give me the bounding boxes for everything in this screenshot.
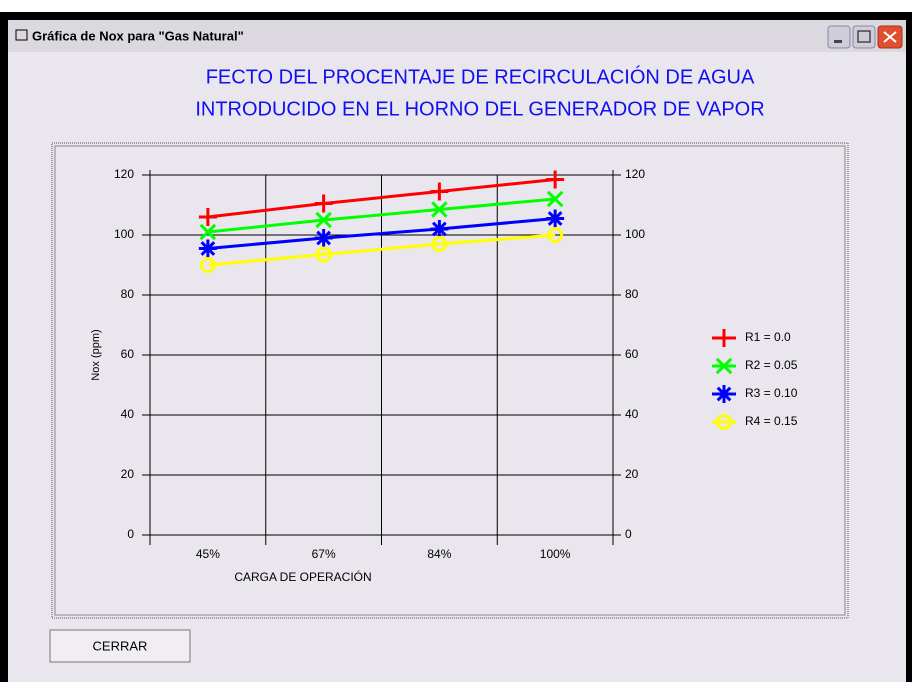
marker	[431, 236, 448, 252]
line	[207, 233, 556, 267]
chart-frame	[51, 142, 849, 619]
x-axis-label: CARGA DE OPERACIÓN	[234, 569, 371, 584]
marker	[546, 190, 564, 208]
chart-title: FECTO DEL PROCENTAJE DE RECIRCULACIÓN DE…	[206, 65, 755, 88]
line	[207, 217, 556, 250]
y-tick-label: 80	[121, 287, 135, 301]
y2-tick-label: 20	[625, 467, 639, 481]
y2-tick-label: 0	[625, 527, 632, 541]
marker	[198, 208, 217, 226]
legend-label: R4 = 0.15	[745, 414, 798, 428]
marker	[546, 170, 565, 189]
marker	[315, 246, 332, 263]
x-tick-label: 67%	[312, 547, 336, 561]
legend-marker	[716, 414, 732, 430]
y-tick-label: 120	[114, 167, 134, 181]
marker	[430, 220, 449, 238]
chart-frame-inner	[54, 145, 846, 616]
marker	[431, 201, 448, 218]
minimize-button[interactable]	[827, 25, 851, 49]
y2-tick-label: 40	[625, 407, 639, 421]
legend-label: R2 = 0.05	[745, 358, 798, 372]
marker	[199, 223, 217, 241]
x-tick-label: 45%	[196, 547, 220, 561]
y-tick-label: 40	[121, 407, 135, 421]
marker	[315, 211, 332, 229]
y-tick-label: 100	[114, 227, 134, 241]
y2-tick-label: 100	[625, 227, 645, 241]
x-tick-label: 84%	[427, 547, 451, 561]
y-tick-label: 60	[121, 347, 135, 361]
title-bar	[8, 20, 906, 52]
y2-tick-label: 80	[625, 287, 639, 301]
line	[207, 197, 556, 234]
line	[207, 178, 556, 219]
marker	[546, 209, 565, 228]
window-icon	[15, 29, 28, 41]
legend-marker	[715, 357, 733, 375]
button-label[interactable]: CERRAR	[93, 638, 148, 653]
marker	[430, 182, 449, 201]
maximize-button[interactable]	[852, 25, 876, 49]
marker	[547, 227, 564, 243]
legend-label: R1 = 0.0	[745, 330, 791, 344]
maximize-icon	[857, 30, 871, 43]
y-tick-label: 0	[127, 527, 134, 541]
minimize-icon	[834, 40, 842, 43]
marker	[314, 194, 333, 213]
chart-title: INTRODUCIDO EN EL HORNO DEL GENERADOR DE…	[195, 98, 764, 120]
marker	[198, 239, 217, 258]
marker	[199, 257, 216, 273]
marker	[314, 229, 333, 247]
y2-tick-label: 120	[625, 167, 645, 181]
y-axis-label: Nox (ppm)	[90, 329, 102, 380]
legend-marker	[715, 329, 733, 347]
legend-marker	[715, 385, 733, 403]
y-tick-label: 20	[121, 467, 135, 481]
close-window-button[interactable]	[49, 629, 191, 663]
legend-label: R3 = 0.10	[745, 386, 798, 400]
window-title: Gráfica de Nox para "Gas Natural"	[32, 28, 244, 43]
x-tick-label: 100%	[540, 547, 571, 561]
y2-tick-label: 60	[625, 347, 639, 361]
close-icon	[883, 31, 897, 43]
window-body	[8, 20, 906, 682]
